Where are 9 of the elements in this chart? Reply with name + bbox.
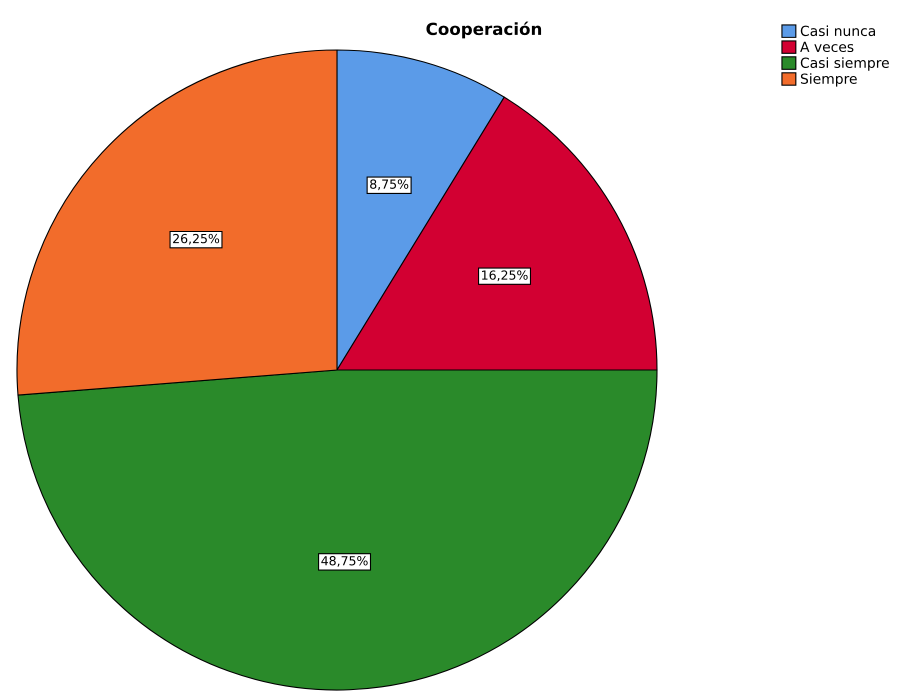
data-label: 8,75%	[370, 179, 408, 190]
legend-label: Casi nunca	[800, 25, 876, 36]
legend-label: A veces	[800, 42, 854, 52]
data-label: 26,25%	[173, 234, 220, 245]
chart-title: Cooperación	[426, 22, 542, 38]
data-label: 16,25%	[482, 270, 528, 282]
legend-label: Siempre	[800, 73, 857, 87]
data-label: 48,75%	[321, 556, 368, 567]
legend-label: Casi siempre	[800, 57, 889, 71]
